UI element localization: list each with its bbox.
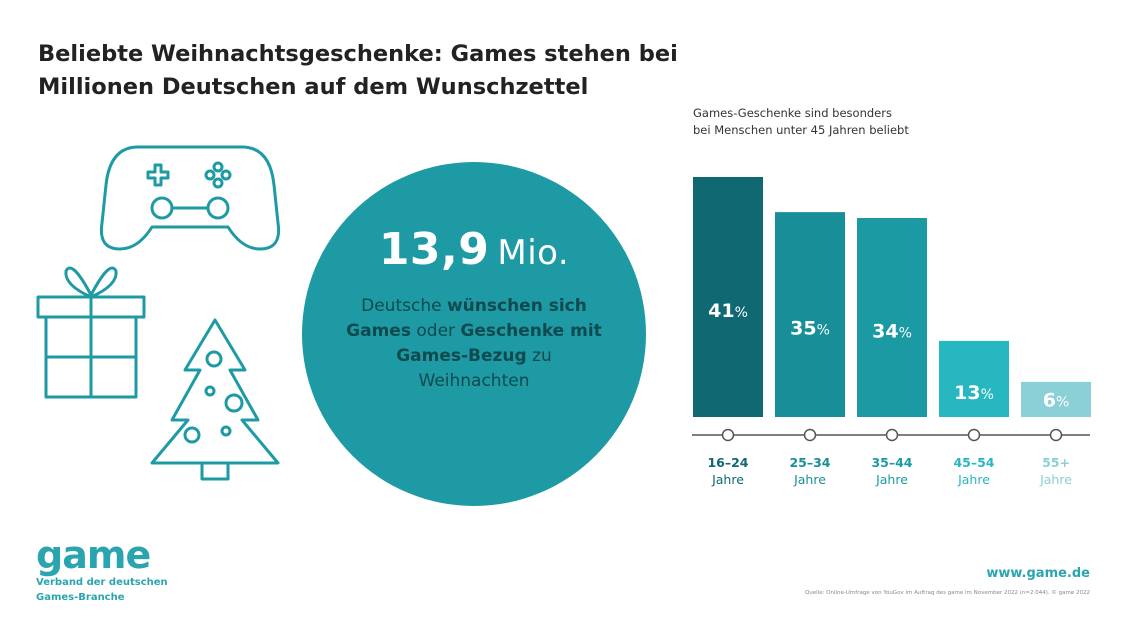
logo-wordmark: game bbox=[36, 533, 151, 577]
axis-marker-2 bbox=[803, 428, 817, 442]
source-note: Quelle: Online-Umfrage von YouGov im Auf… bbox=[804, 590, 1090, 596]
logo-subline-2: Games-Branche bbox=[36, 592, 125, 603]
title-line-1: Beliebte Weihnachtsgeschenke: Games steh… bbox=[38, 41, 678, 67]
category-label-5-line-1: 55+ bbox=[1042, 455, 1070, 470]
bar-value-label-4: 13% bbox=[954, 382, 994, 404]
desc-part-3: zu Weihnachten bbox=[418, 346, 552, 391]
bar-1 bbox=[693, 177, 763, 417]
category-label-3-line-2: Jahre bbox=[875, 472, 908, 487]
axis-marker-3 bbox=[885, 428, 899, 442]
category-label-5-line-2: Jahre bbox=[1039, 472, 1072, 487]
category-label-4-line-1: 45–54 bbox=[953, 455, 994, 470]
christmas-tree-icon bbox=[150, 318, 280, 481]
axis-marker-5 bbox=[1049, 428, 1063, 442]
bar-4 bbox=[939, 340, 1009, 417]
bar-value-label-3: 34% bbox=[872, 320, 912, 342]
headline-figure: 13,9 Mio. bbox=[302, 224, 646, 275]
decorative-icons bbox=[36, 145, 281, 481]
desc-bold-2: Geschenke mit Games-Bezug bbox=[396, 321, 602, 366]
category-label-2-line-1: 25–34 bbox=[789, 455, 830, 470]
logo-subline-1: Verband der deutschen bbox=[36, 577, 168, 588]
page-title: Beliebte Weihnachtsgeschenke: Games steh… bbox=[38, 38, 758, 104]
category-label-1-line-1: 16–24 bbox=[707, 455, 748, 470]
desc-part-1: Deutsche bbox=[361, 296, 447, 316]
headline-unit: Mio. bbox=[497, 233, 570, 273]
desc-bold-1: wünschen sich Games bbox=[346, 296, 587, 341]
bar-2 bbox=[775, 212, 845, 417]
website-url: www.game.de bbox=[986, 566, 1090, 581]
title-line-2: Millionen Deutschen auf dem Wunschzettel bbox=[38, 74, 589, 100]
desc-part-2: oder bbox=[410, 321, 461, 341]
game-logo: game Verband der deutschen Games-Branche bbox=[36, 536, 168, 604]
bar-3 bbox=[857, 217, 927, 417]
gamepad-icon bbox=[99, 145, 281, 251]
bar-value-label-1: 41% bbox=[708, 300, 748, 322]
bar-value-label-5: 6% bbox=[1043, 389, 1070, 411]
category-label-2-line-2: Jahre bbox=[793, 472, 826, 487]
age-bar-chart: 41% 16–24 Jahre 35% 25–34 Jahre 34% 35–44 Jahre 1… bbox=[692, 177, 1091, 487]
headline-description: Deutsche wünschen sich Games oder Gesche… bbox=[342, 294, 606, 394]
category-label-4-line-2: Jahre bbox=[957, 472, 990, 487]
category-label-1-line-2: Jahre bbox=[711, 472, 744, 487]
axis-marker-1 bbox=[721, 428, 735, 442]
bar-value-label-2: 35% bbox=[790, 318, 830, 340]
headline-circle: 13,9 Mio. Deutsche wünschen sich Games od… bbox=[302, 162, 646, 506]
axis-marker-4 bbox=[967, 428, 981, 442]
headline-number: 13,9 bbox=[378, 224, 490, 275]
category-label-3-line-1: 35–44 bbox=[871, 455, 912, 470]
chart-subtitle: Games-Geschenke sind besonders bei Mensc… bbox=[693, 106, 909, 137]
gift-icon bbox=[36, 266, 146, 399]
bar-5 bbox=[1021, 381, 1091, 417]
